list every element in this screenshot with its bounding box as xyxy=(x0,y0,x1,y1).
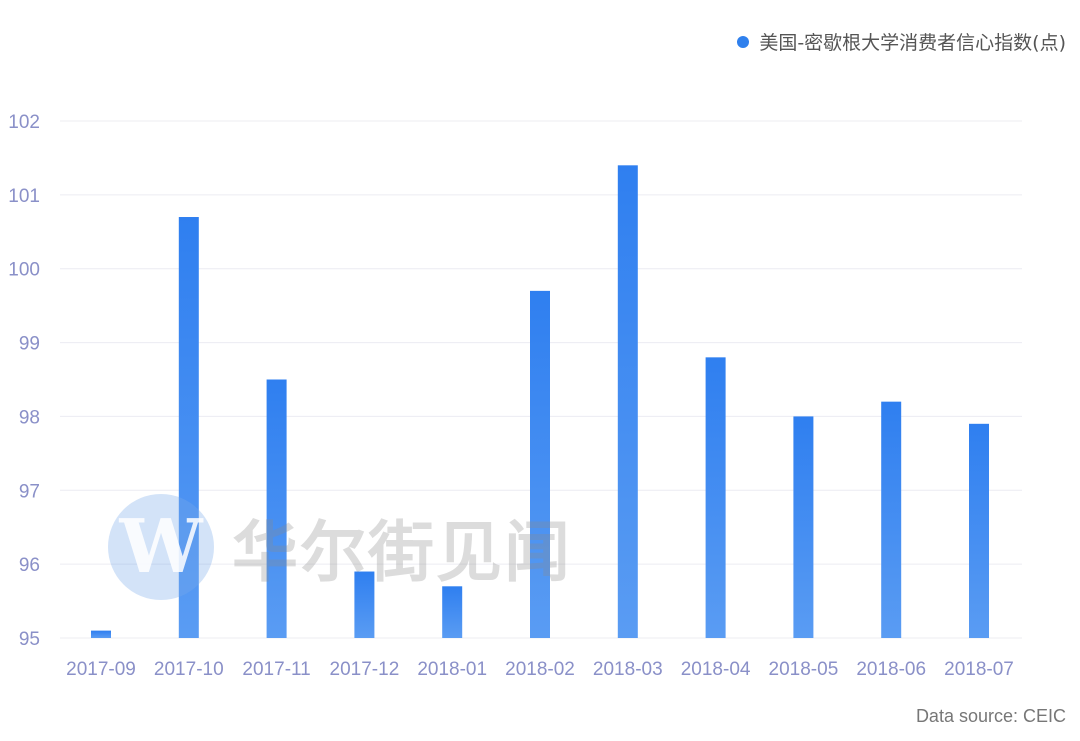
bar-series xyxy=(91,165,989,639)
y-tick-label: 95 xyxy=(19,629,40,650)
bar-2017-11[interactable] xyxy=(266,379,287,639)
x-axis-ticks: 2017-09 2017-10 2017-11 2017-12 2018-01 2018-… xyxy=(66,659,1014,680)
x-tick-label: 2018-05 xyxy=(769,659,839,680)
y-tick-label: 100 xyxy=(8,260,40,281)
x-tick-label: 2018-07 xyxy=(944,659,1014,680)
x-tick-label: 2018-04 xyxy=(681,659,751,680)
x-tick-label: 2018-03 xyxy=(593,659,663,680)
y-tick-label: 96 xyxy=(19,555,40,576)
y-tick-label: 102 xyxy=(8,112,40,133)
bar-2017-10[interactable] xyxy=(178,217,199,638)
legend-dot-icon xyxy=(737,35,750,48)
data-source: Data source: CEIC xyxy=(915,706,1066,726)
bar-2018-06[interactable] xyxy=(881,401,902,638)
bar-2018-04[interactable] xyxy=(705,357,726,638)
x-tick-label: 2018-06 xyxy=(856,659,926,680)
x-tick-label: 2017-10 xyxy=(154,659,224,680)
y-tick-label: 98 xyxy=(19,407,40,428)
y-axis-ticks: 95 96 97 98 99 100 101 102 xyxy=(8,112,40,650)
y-tick-label: 99 xyxy=(19,334,40,355)
x-tick-label: 2017-12 xyxy=(330,659,400,680)
x-tick-label: 2017-09 xyxy=(66,659,136,680)
bar-2017-12[interactable] xyxy=(354,571,375,638)
bar-2017-09[interactable] xyxy=(91,630,111,638)
y-tick-label: 101 xyxy=(8,186,40,207)
bar-2018-05[interactable] xyxy=(793,416,814,638)
bar-2018-07[interactable] xyxy=(969,423,989,638)
x-tick-label: 2017-11 xyxy=(242,659,310,680)
x-tick-label: 2018-02 xyxy=(505,659,575,680)
bar-2018-02[interactable] xyxy=(530,290,550,638)
bar-2018-03[interactable] xyxy=(617,165,638,639)
legend[interactable]: 美国-密歇根大学消费者信心指数(点) xyxy=(737,28,1066,55)
legend-label: 美国-密歇根大学消费者信心指数(点) xyxy=(759,32,1066,54)
bar-2018-01[interactable] xyxy=(442,586,463,638)
y-tick-label: 97 xyxy=(19,481,40,502)
x-tick-label: 2018-01 xyxy=(417,659,487,680)
